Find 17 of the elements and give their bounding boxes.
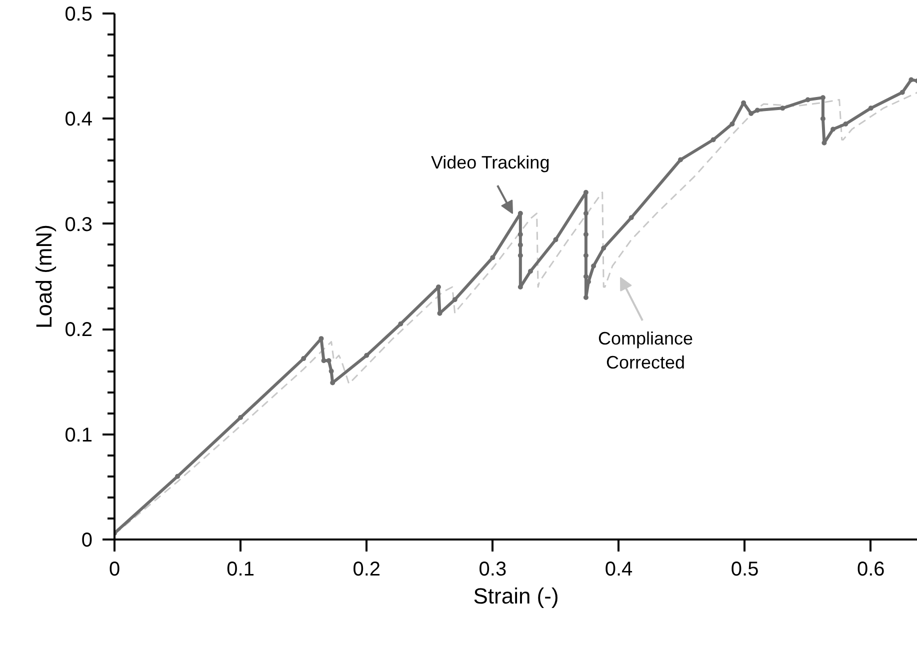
x-tick-label: 0.5	[730, 558, 759, 580]
x-tick-label: 0.6	[856, 558, 885, 580]
y-tick-label: 0.4	[64, 108, 93, 131]
y-tick-label: 0.2	[64, 319, 93, 342]
y-tick-label: 0.1	[64, 424, 93, 446]
x-tick-label: 0.3	[478, 558, 507, 580]
x-tick-label: 0.1	[226, 558, 254, 580]
y-axis-title: Load (mN)	[32, 224, 57, 328]
x-axis-title: Strain (-)	[473, 584, 559, 608]
x-tick-label: 0	[108, 558, 120, 580]
y-tick-label: 0.3	[64, 214, 93, 236]
x-tick-label: 0.2	[352, 558, 381, 580]
annotation: Compliance Corrected	[598, 328, 694, 372]
annotation: Video Tracking	[430, 152, 550, 172]
y-tick-label: 0.5	[64, 4, 93, 26]
y-tick-label: 0	[81, 530, 92, 552]
x-tick-label: 0.4	[604, 558, 633, 580]
